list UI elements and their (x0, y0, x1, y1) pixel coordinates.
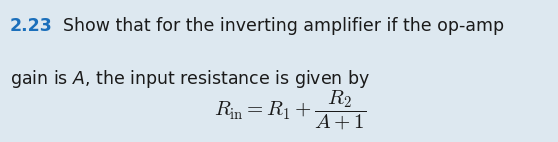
Text: gain is $A$, the input resistance is given by: gain is $A$, the input resistance is giv… (10, 68, 371, 90)
Text: $R_{\mathrm{in}}= R_1 + \dfrac{R_2}{A+1}$: $R_{\mathrm{in}}= R_1 + \dfrac{R_2}{A+1}… (214, 88, 366, 131)
Text: 2.23: 2.23 (10, 17, 53, 35)
Text: Show that for the inverting amplifier if the op-amp: Show that for the inverting amplifier if… (52, 17, 504, 35)
